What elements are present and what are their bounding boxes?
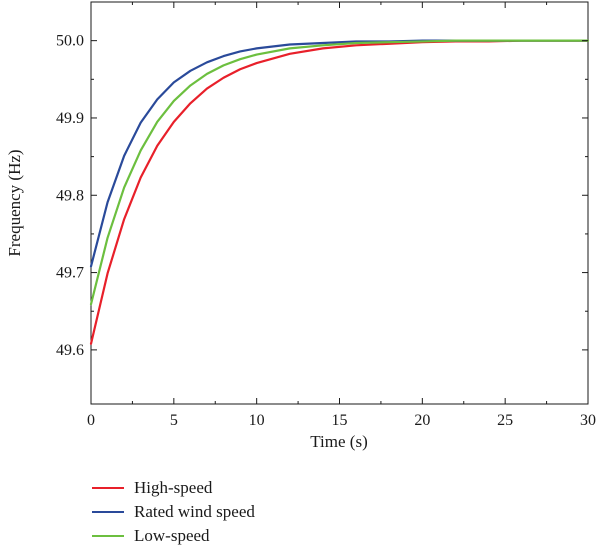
series-layer — [89, 39, 590, 345]
y-tick-label: 50.0 — [56, 33, 84, 50]
series-line-low-speed — [89, 39, 590, 306]
series-line-rated-wind-speed — [89, 39, 590, 268]
x-tick-label: 20 — [414, 412, 430, 429]
y-tick-label: 49.7 — [56, 265, 84, 282]
x-tick-label: 30 — [580, 412, 596, 429]
y-tick-label: 49.8 — [56, 187, 84, 204]
legend-label: High-speed — [134, 478, 213, 497]
legend-item: Low-speed — [92, 524, 255, 548]
y-tick-label: 49.9 — [56, 110, 84, 127]
x-tick-label: 0 — [87, 412, 95, 429]
x-tick-label: 5 — [170, 412, 178, 429]
y-tick-label: 49.6 — [56, 342, 84, 359]
plot-frame — [90, 1, 589, 405]
legend-label: Rated wind speed — [134, 502, 255, 521]
x-tick-label: 15 — [332, 412, 348, 429]
chart-legend: High-speed Rated wind speed Low-speed — [92, 476, 255, 548]
legend-label: Low-speed — [134, 526, 210, 545]
legend-swatch — [92, 535, 124, 537]
x-tick-label: 25 — [497, 412, 513, 429]
y-axis-title: Frequency (Hz) — [5, 149, 24, 256]
x-tick-label: 10 — [249, 412, 265, 429]
legend-swatch — [92, 511, 124, 513]
legend-item: High-speed — [92, 476, 255, 500]
legend-swatch — [92, 487, 124, 489]
x-axis-title: Time (s) — [310, 432, 367, 451]
ticks-layer: 0 5 10 15 20 25 30 49.6 49.7 49.8 49.9 50.0 — [56, 2, 596, 429]
legend-item: Rated wind speed — [92, 500, 255, 524]
series-line-high-speed — [89, 39, 590, 345]
